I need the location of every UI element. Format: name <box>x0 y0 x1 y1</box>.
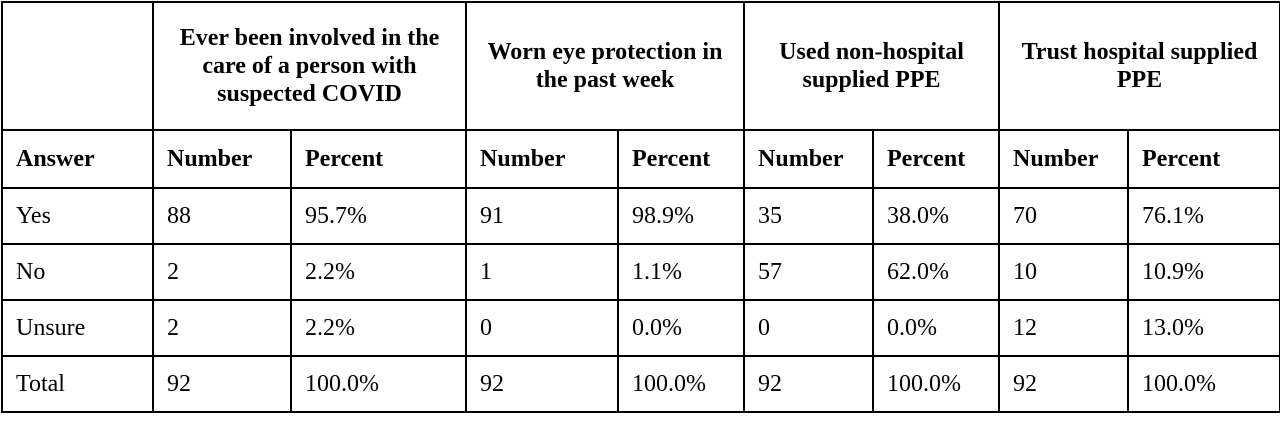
table-cell: 0 <box>465 299 620 357</box>
table-cell: 100.0% <box>289 355 468 413</box>
column-header: Percent <box>872 129 1001 189</box>
table-cell: 88 <box>152 187 292 245</box>
table-cell: 0 <box>743 299 875 357</box>
row-label: No <box>1 243 154 301</box>
column-header: Percent <box>1127 129 1280 189</box>
table-cell: 0.0% <box>617 299 746 357</box>
table-cell: 10 <box>998 243 1130 301</box>
table-cell: 2 <box>152 243 292 301</box>
group-header: Ever been involved in the care of a pers… <box>151 1 468 131</box>
column-header: Number <box>152 129 292 189</box>
table-cell: 2.2% <box>289 243 468 301</box>
row-label: Yes <box>1 187 154 245</box>
table-cell: 12 <box>998 299 1130 357</box>
column-header: Percent <box>617 129 746 189</box>
table-row: Unsure 2 2.2% 0 0.0% 0 0.0% 12 13.0% <box>1 299 1280 357</box>
column-header: Number <box>998 129 1130 189</box>
table-cell: 76.1% <box>1127 187 1280 245</box>
group-header: Worn eye protection in the past week <box>465 1 746 131</box>
results-table: Ever been involved in the care of a pers… <box>1 1 1280 413</box>
table-cell: 38.0% <box>872 187 1001 245</box>
table-cell: 92 <box>465 355 620 413</box>
group-header-row: Ever been involved in the care of a pers… <box>1 1 1280 131</box>
column-header: Number <box>465 129 620 189</box>
table-cell: 1 <box>465 243 620 301</box>
column-header: Number <box>743 129 875 189</box>
table-cell: 100.0% <box>872 355 1001 413</box>
table-cell: 91 <box>465 187 620 245</box>
group-header: Trust hospital supplied PPE <box>998 1 1280 131</box>
table-row: No 2 2.2% 1 1.1% 57 62.0% 10 10.9% <box>1 243 1280 301</box>
table-cell: 98.9% <box>617 187 746 245</box>
table-cell: 92 <box>998 355 1130 413</box>
table-row: Total 92 100.0% 92 100.0% 92 100.0% 92 100.0% <box>1 355 1280 413</box>
table-row: Yes 88 95.7% 91 98.9% 35 38.0% 70 76.1% <box>1 187 1280 245</box>
table-cell: 92 <box>152 355 292 413</box>
table-cell: 1.1% <box>617 243 746 301</box>
row-label: Unsure <box>1 299 154 357</box>
table-cell: 0.0% <box>872 299 1001 357</box>
table-cell: 10.9% <box>1127 243 1280 301</box>
corner-cell <box>1 1 154 131</box>
table-cell: 57 <box>743 243 875 301</box>
table-cell: 95.7% <box>289 187 468 245</box>
table-cell: 62.0% <box>872 243 1001 301</box>
table-cell: 13.0% <box>1127 299 1280 357</box>
column-header-row: Answer Number Percent Number Percent Number Pe… <box>1 129 1280 189</box>
column-header: Percent <box>289 129 468 189</box>
table-cell: 2 <box>152 299 292 357</box>
table-cell: 35 <box>743 187 875 245</box>
table-cell: 70 <box>998 187 1130 245</box>
table-cell: 100.0% <box>617 355 746 413</box>
row-label: Total <box>1 355 154 413</box>
table-cell: 100.0% <box>1127 355 1280 413</box>
column-header: Answer <box>1 129 154 189</box>
table-cell: 92 <box>743 355 875 413</box>
table-cell: 2.2% <box>289 299 468 357</box>
group-header: Used non-hospital supplied PPE <box>743 1 1001 131</box>
